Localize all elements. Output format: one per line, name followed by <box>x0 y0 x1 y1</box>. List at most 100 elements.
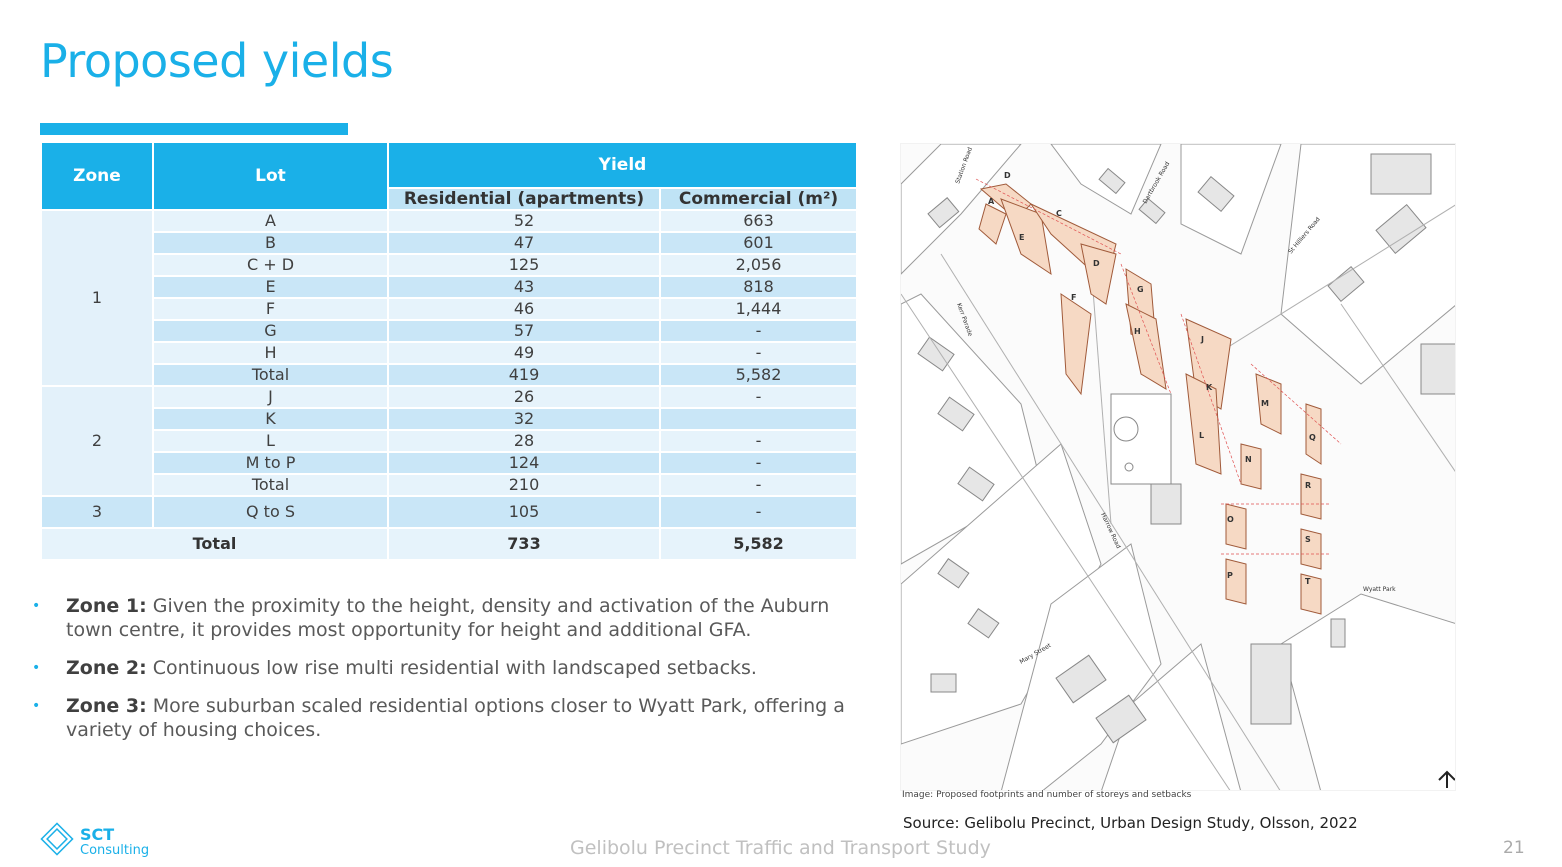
table-row: E 43 818 <box>41 275 859 299</box>
page-title: Proposed yields <box>40 34 394 88</box>
map-lot-label-s: S <box>1305 535 1311 544</box>
header-lot: Lot <box>152 141 389 211</box>
residential-cell: 210 <box>387 473 661 497</box>
residential-cell: 124 <box>387 451 661 475</box>
residential-cell: 43 <box>387 275 661 299</box>
commercial-cell: - <box>658 319 859 343</box>
map-lot-label-k: K <box>1206 383 1213 392</box>
table-row: Total 210- <box>41 473 859 497</box>
map-lot-label-q: Q <box>1309 433 1316 442</box>
map-caption: Image: Proposed footprints and number of… <box>902 790 1192 800</box>
table-row: G 57- <box>41 319 859 343</box>
lot-cell: B <box>152 231 389 255</box>
commercial-cell: - <box>658 451 859 475</box>
zone-cell: 1 <box>40 209 154 387</box>
map-lot-label-l: L <box>1199 431 1204 440</box>
zone-notes: • Zone 1: Given the proximity to the heig… <box>30 594 850 756</box>
lot-cell: G <box>152 319 389 343</box>
table-row: F 46 1,444 <box>41 297 859 321</box>
map-street-wyatt-park: Wyatt Park <box>1363 586 1396 593</box>
lot-cell: F <box>152 297 389 321</box>
residential-cell: 419 <box>387 363 661 387</box>
commercial-cell <box>658 407 859 431</box>
residential-cell: 32 <box>387 407 661 431</box>
residential-cell: 47 <box>387 231 661 255</box>
lot-cell: J <box>152 385 389 409</box>
sct-consulting-logo: SCT Consulting <box>38 820 150 864</box>
commercial-cell: - <box>658 473 859 497</box>
table-row: L 28- <box>41 429 859 453</box>
map-lot-label-p: P <box>1227 571 1233 580</box>
yield-table-body: 1 A 52 663 B 47 601 C + D 125 2,056 E 43 818 F 46 1,444… <box>40 209 859 561</box>
commercial-cell: - <box>658 495 859 529</box>
map-lot-label-n: N <box>1245 455 1252 464</box>
grand-total-commercial: 5,582 <box>658 527 859 561</box>
table-row: 1 A 52 663 <box>40 209 859 387</box>
lot-cell: Q to S <box>152 495 389 529</box>
map-lot-label-j: J <box>1200 335 1204 344</box>
table-row: H 49- <box>41 341 859 365</box>
source-citation: Source: Gelibolu Precinct, Urban Design … <box>903 814 1358 832</box>
note-text: Continuous low rise multi residential wi… <box>146 657 757 679</box>
header-zone: Zone <box>40 141 154 211</box>
note-label: Zone 1: <box>66 595 147 617</box>
note-zone-3: • Zone 3: More suburban scaled residentia… <box>30 694 850 742</box>
residential-cell: 26 <box>387 385 661 409</box>
map-lot-label-h: H <box>1134 327 1141 336</box>
map-lot-label-g: G <box>1137 285 1144 294</box>
table-row: C + D 125 2,056 <box>41 253 859 277</box>
commercial-cell: - <box>658 385 859 409</box>
header-residential: Residential (apartments) <box>387 187 661 211</box>
map-lot-label-t: T <box>1305 577 1311 586</box>
map-lot-label-a: A <box>988 197 995 206</box>
lot-cell: L <box>152 429 389 453</box>
commercial-cell: 601 <box>658 231 859 255</box>
zone-cell: 2 <box>40 385 154 497</box>
map-lot-label-c: C <box>1056 209 1062 218</box>
logo-subtitle: Consulting <box>80 843 150 858</box>
lot-cell: E <box>152 275 389 299</box>
yield-table: Zone Lot Yield Residential (apartments) … <box>40 141 859 561</box>
note-label: Zone 3: <box>66 695 147 717</box>
title-accent-bar <box>40 123 348 135</box>
lot-cell: H <box>152 341 389 365</box>
residential-cell: 125 <box>387 253 661 277</box>
commercial-cell: 818 <box>658 275 859 299</box>
grand-total-row: Total 733 5,582 <box>40 527 859 561</box>
lot-cell: M to P <box>152 451 389 475</box>
note-zone-2: • Zone 2: Continuous low rise multi resid… <box>30 656 850 680</box>
page-number: 21 <box>1503 838 1525 858</box>
precinct-map-drawing: D A C E D F G H J K L M N O P Q R S T Wy… <box>901 144 1455 790</box>
commercial-cell: 2,056 <box>658 253 859 277</box>
map-lot-label-d2: D <box>1093 259 1100 268</box>
bullet-icon: • <box>32 698 41 714</box>
map-street-kerr-parade: Kerr Parade <box>955 302 974 337</box>
grand-total-residential: 733 <box>387 527 661 561</box>
logo-name: SCT <box>80 825 115 844</box>
lot-cell: A <box>152 209 389 233</box>
residential-cell: 49 <box>387 341 661 365</box>
zone-cell: 3 <box>40 495 154 529</box>
lot-cell: K <box>152 407 389 431</box>
map-lot-label-m: M <box>1261 399 1269 408</box>
bullet-icon: • <box>32 660 41 676</box>
bullet-icon: • <box>32 598 41 614</box>
note-text: More suburban scaled residential options… <box>66 695 845 741</box>
map-lot-label-f: F <box>1071 293 1076 302</box>
residential-cell: 52 <box>387 209 661 233</box>
footer-title: Gelibolu Precinct Traffic and Transport … <box>570 837 991 859</box>
residential-cell: 105 <box>387 495 661 529</box>
residential-cell: 28 <box>387 429 661 453</box>
note-zone-1: • Zone 1: Given the proximity to the heig… <box>30 594 850 642</box>
map-lot-label-e: E <box>1019 233 1024 242</box>
logo-mark-icon <box>40 822 74 856</box>
commercial-cell: 5,582 <box>658 363 859 387</box>
commercial-cell: - <box>658 429 859 453</box>
table-row: 2 J 26- <box>40 385 859 497</box>
map-lot-label-o: O <box>1227 515 1234 524</box>
table-row: B 47 601 <box>41 231 859 255</box>
lot-cell: Total <box>152 363 389 387</box>
commercial-cell: 663 <box>658 209 859 233</box>
commercial-cell: 1,444 <box>658 297 859 321</box>
